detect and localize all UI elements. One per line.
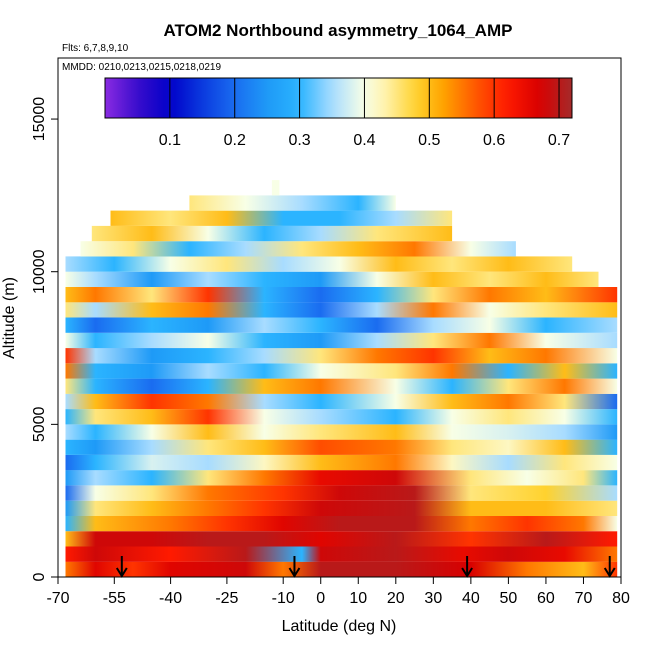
heatmap-layer bbox=[65, 531, 618, 547]
heatmap-layer bbox=[65, 546, 618, 562]
y-axis: 0 5000 10000 15000 bbox=[31, 97, 58, 581]
x-tick-label: -55 bbox=[103, 590, 126, 607]
plot-frame bbox=[57, 57, 622, 578]
profile-markers bbox=[115, 556, 616, 578]
profile-marker-arrow bbox=[288, 556, 301, 578]
profile-marker-arrow bbox=[115, 556, 128, 578]
heatmap-layer bbox=[65, 500, 618, 516]
y-axis-label: Altitude (m) bbox=[1, 277, 18, 359]
colorbar-tick-label: 0.6 bbox=[483, 132, 505, 149]
heatmap-layer bbox=[65, 271, 599, 287]
heatmap-layer bbox=[65, 485, 618, 501]
heatmap-layer bbox=[80, 241, 516, 257]
y-tick-label: 0 bbox=[31, 572, 48, 581]
heatmap-layer bbox=[91, 225, 453, 242]
x-tick-label: 80 bbox=[612, 590, 630, 607]
heatmap-layer bbox=[65, 424, 618, 440]
heatmap-layer bbox=[65, 363, 618, 379]
heatmap-layer bbox=[65, 454, 618, 471]
heatmap-layer bbox=[189, 195, 396, 211]
y-tick-label: 5000 bbox=[31, 406, 48, 442]
x-tick-label: -40 bbox=[159, 590, 182, 607]
heatmap-layer bbox=[65, 332, 618, 349]
x-tick-label: -70 bbox=[46, 590, 69, 607]
profile-marker-arrow bbox=[461, 556, 473, 578]
colorbar-gradient bbox=[104, 77, 573, 119]
chart-title: ATOM2 Northbound asymmetry_1064_AMP bbox=[164, 21, 513, 40]
colorbar-tick-label: 0.4 bbox=[353, 132, 375, 149]
x-tick-label: -10 bbox=[272, 590, 295, 607]
x-tick-label: 50 bbox=[500, 590, 518, 607]
colorbar-tick-label: 0.5 bbox=[418, 132, 440, 149]
x-tick-label: 60 bbox=[537, 590, 555, 607]
heatmap-layer bbox=[65, 302, 618, 318]
heatmap-layer bbox=[65, 378, 618, 394]
colorbar-tick-label: 0.2 bbox=[224, 132, 246, 149]
x-tick-label: 20 bbox=[387, 590, 405, 607]
x-tick-label: 10 bbox=[349, 590, 367, 607]
y-tick-label: 10000 bbox=[31, 249, 48, 294]
x-tick-label: 70 bbox=[575, 590, 593, 607]
x-axis: -70 -55 -40 -25 -10 0 10 20 30 40 50 60 70 80 bbox=[46, 577, 630, 607]
colorbar-tick-label: 0.7 bbox=[548, 132, 570, 149]
heatmap-layer bbox=[65, 287, 618, 303]
heatmap-layer bbox=[65, 515, 618, 532]
heatmap-layer bbox=[65, 317, 618, 333]
profile-marker-arrow bbox=[603, 556, 616, 578]
heatmap-layer bbox=[65, 561, 618, 577]
colorbar: 0.1 0.2 0.3 0.4 0.5 0.6 0.7 bbox=[104, 77, 573, 149]
heatmap-layer bbox=[65, 470, 618, 486]
heatmap-layers bbox=[65, 180, 618, 577]
x-tick-label: -25 bbox=[215, 590, 238, 607]
heatmap-layer bbox=[65, 393, 618, 410]
colorbar-tick-label: 0.3 bbox=[288, 132, 310, 149]
heatmap-layer bbox=[65, 409, 618, 425]
heatmap-layer bbox=[271, 180, 280, 196]
heatmap-layer bbox=[65, 439, 618, 455]
dates-label: MMDD: 0210,0213,0215,0218,0219 bbox=[62, 62, 221, 73]
x-tick-label: 30 bbox=[424, 590, 442, 607]
heatmap-layer bbox=[110, 210, 453, 226]
heatmap-layer bbox=[65, 348, 618, 364]
colorbar-tick-label: 0.1 bbox=[159, 132, 181, 149]
x-tick-label: 0 bbox=[316, 590, 325, 607]
x-tick-label: 40 bbox=[462, 590, 480, 607]
heatmap-layer bbox=[65, 256, 573, 272]
x-axis-label: Latitude (deg N) bbox=[282, 618, 397, 635]
y-tick-label: 15000 bbox=[31, 97, 48, 142]
flights-label: Flts: 6,7,8,9,10 bbox=[62, 43, 129, 54]
